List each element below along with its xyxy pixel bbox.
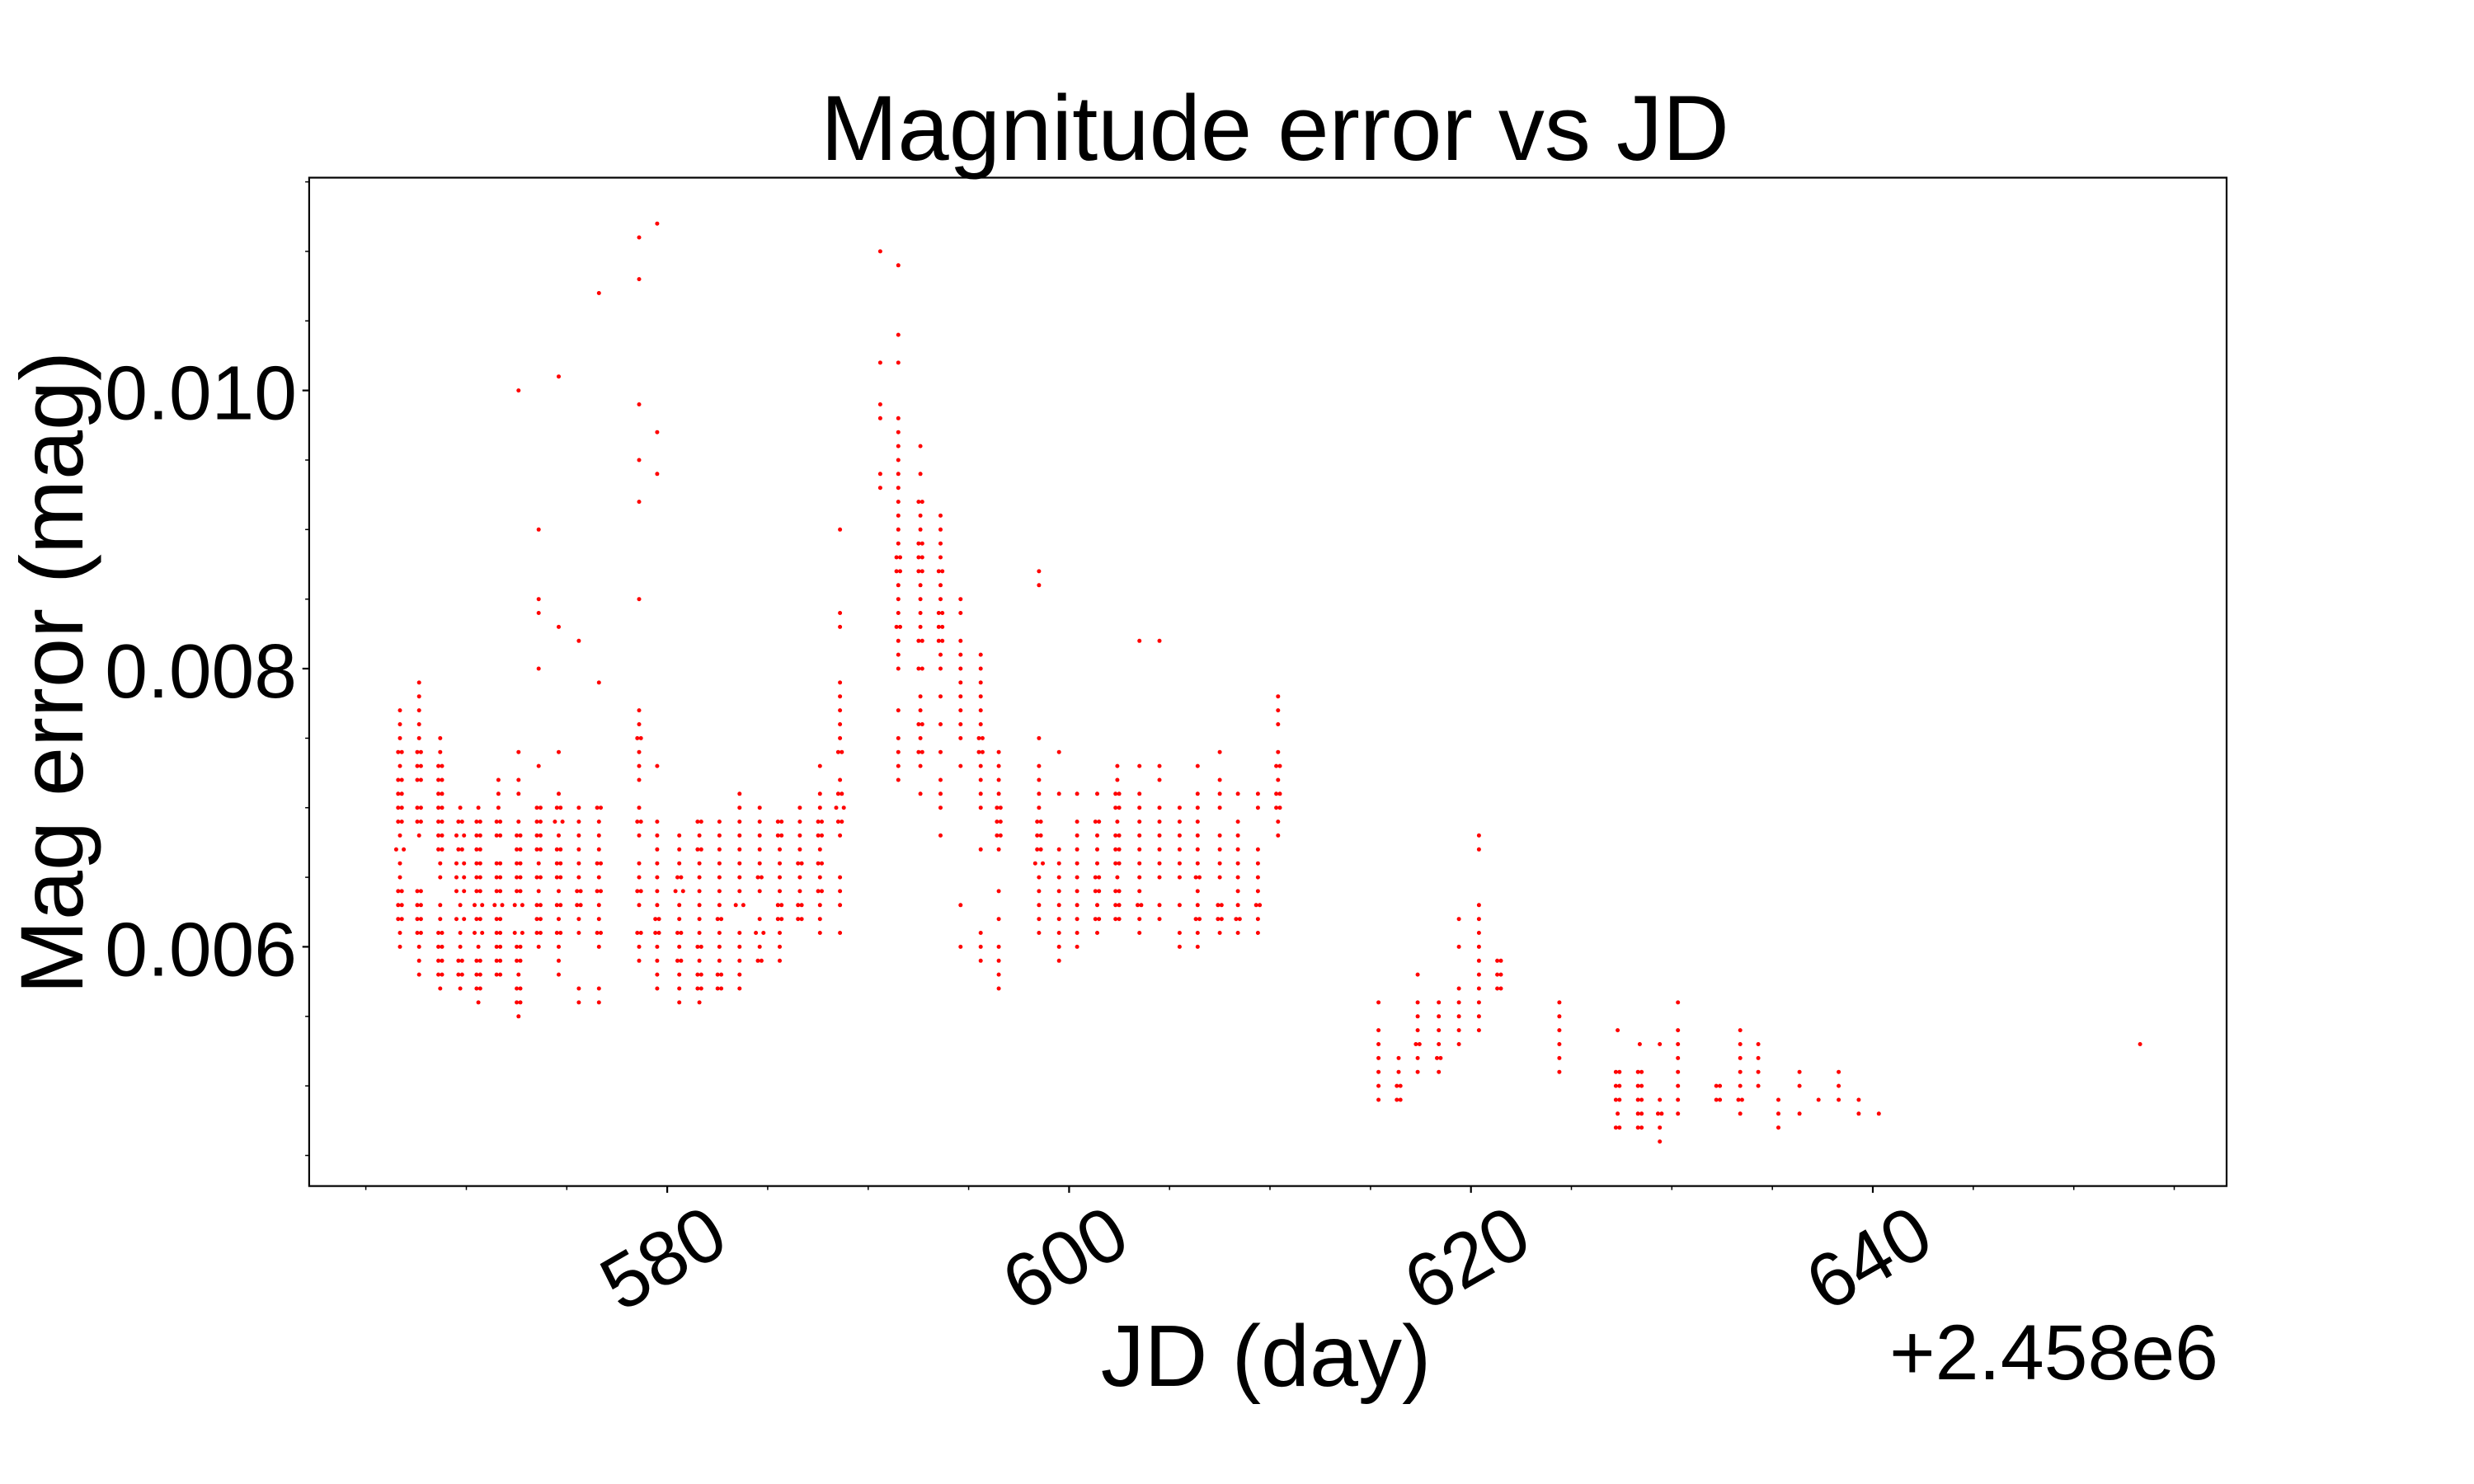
svg-text:0.008: 0.008 xyxy=(105,628,297,714)
svg-text:0.010: 0.010 xyxy=(105,350,297,436)
svg-text:Mag error (mag): Mag error (mag) xyxy=(2,351,101,994)
svg-text:Magnitude error vs JD: Magnitude error vs JD xyxy=(821,77,1729,180)
svg-text:JD (day): JD (day) xyxy=(1101,1308,1432,1405)
svg-text:+2.458e6: +2.458e6 xyxy=(1889,1309,2218,1397)
svg-text:620: 620 xyxy=(1390,1189,1544,1327)
svg-text:0.006: 0.006 xyxy=(105,906,297,992)
svg-text:580: 580 xyxy=(586,1189,740,1327)
svg-text:600: 600 xyxy=(988,1189,1141,1327)
svg-text:640: 640 xyxy=(1792,1189,1945,1327)
